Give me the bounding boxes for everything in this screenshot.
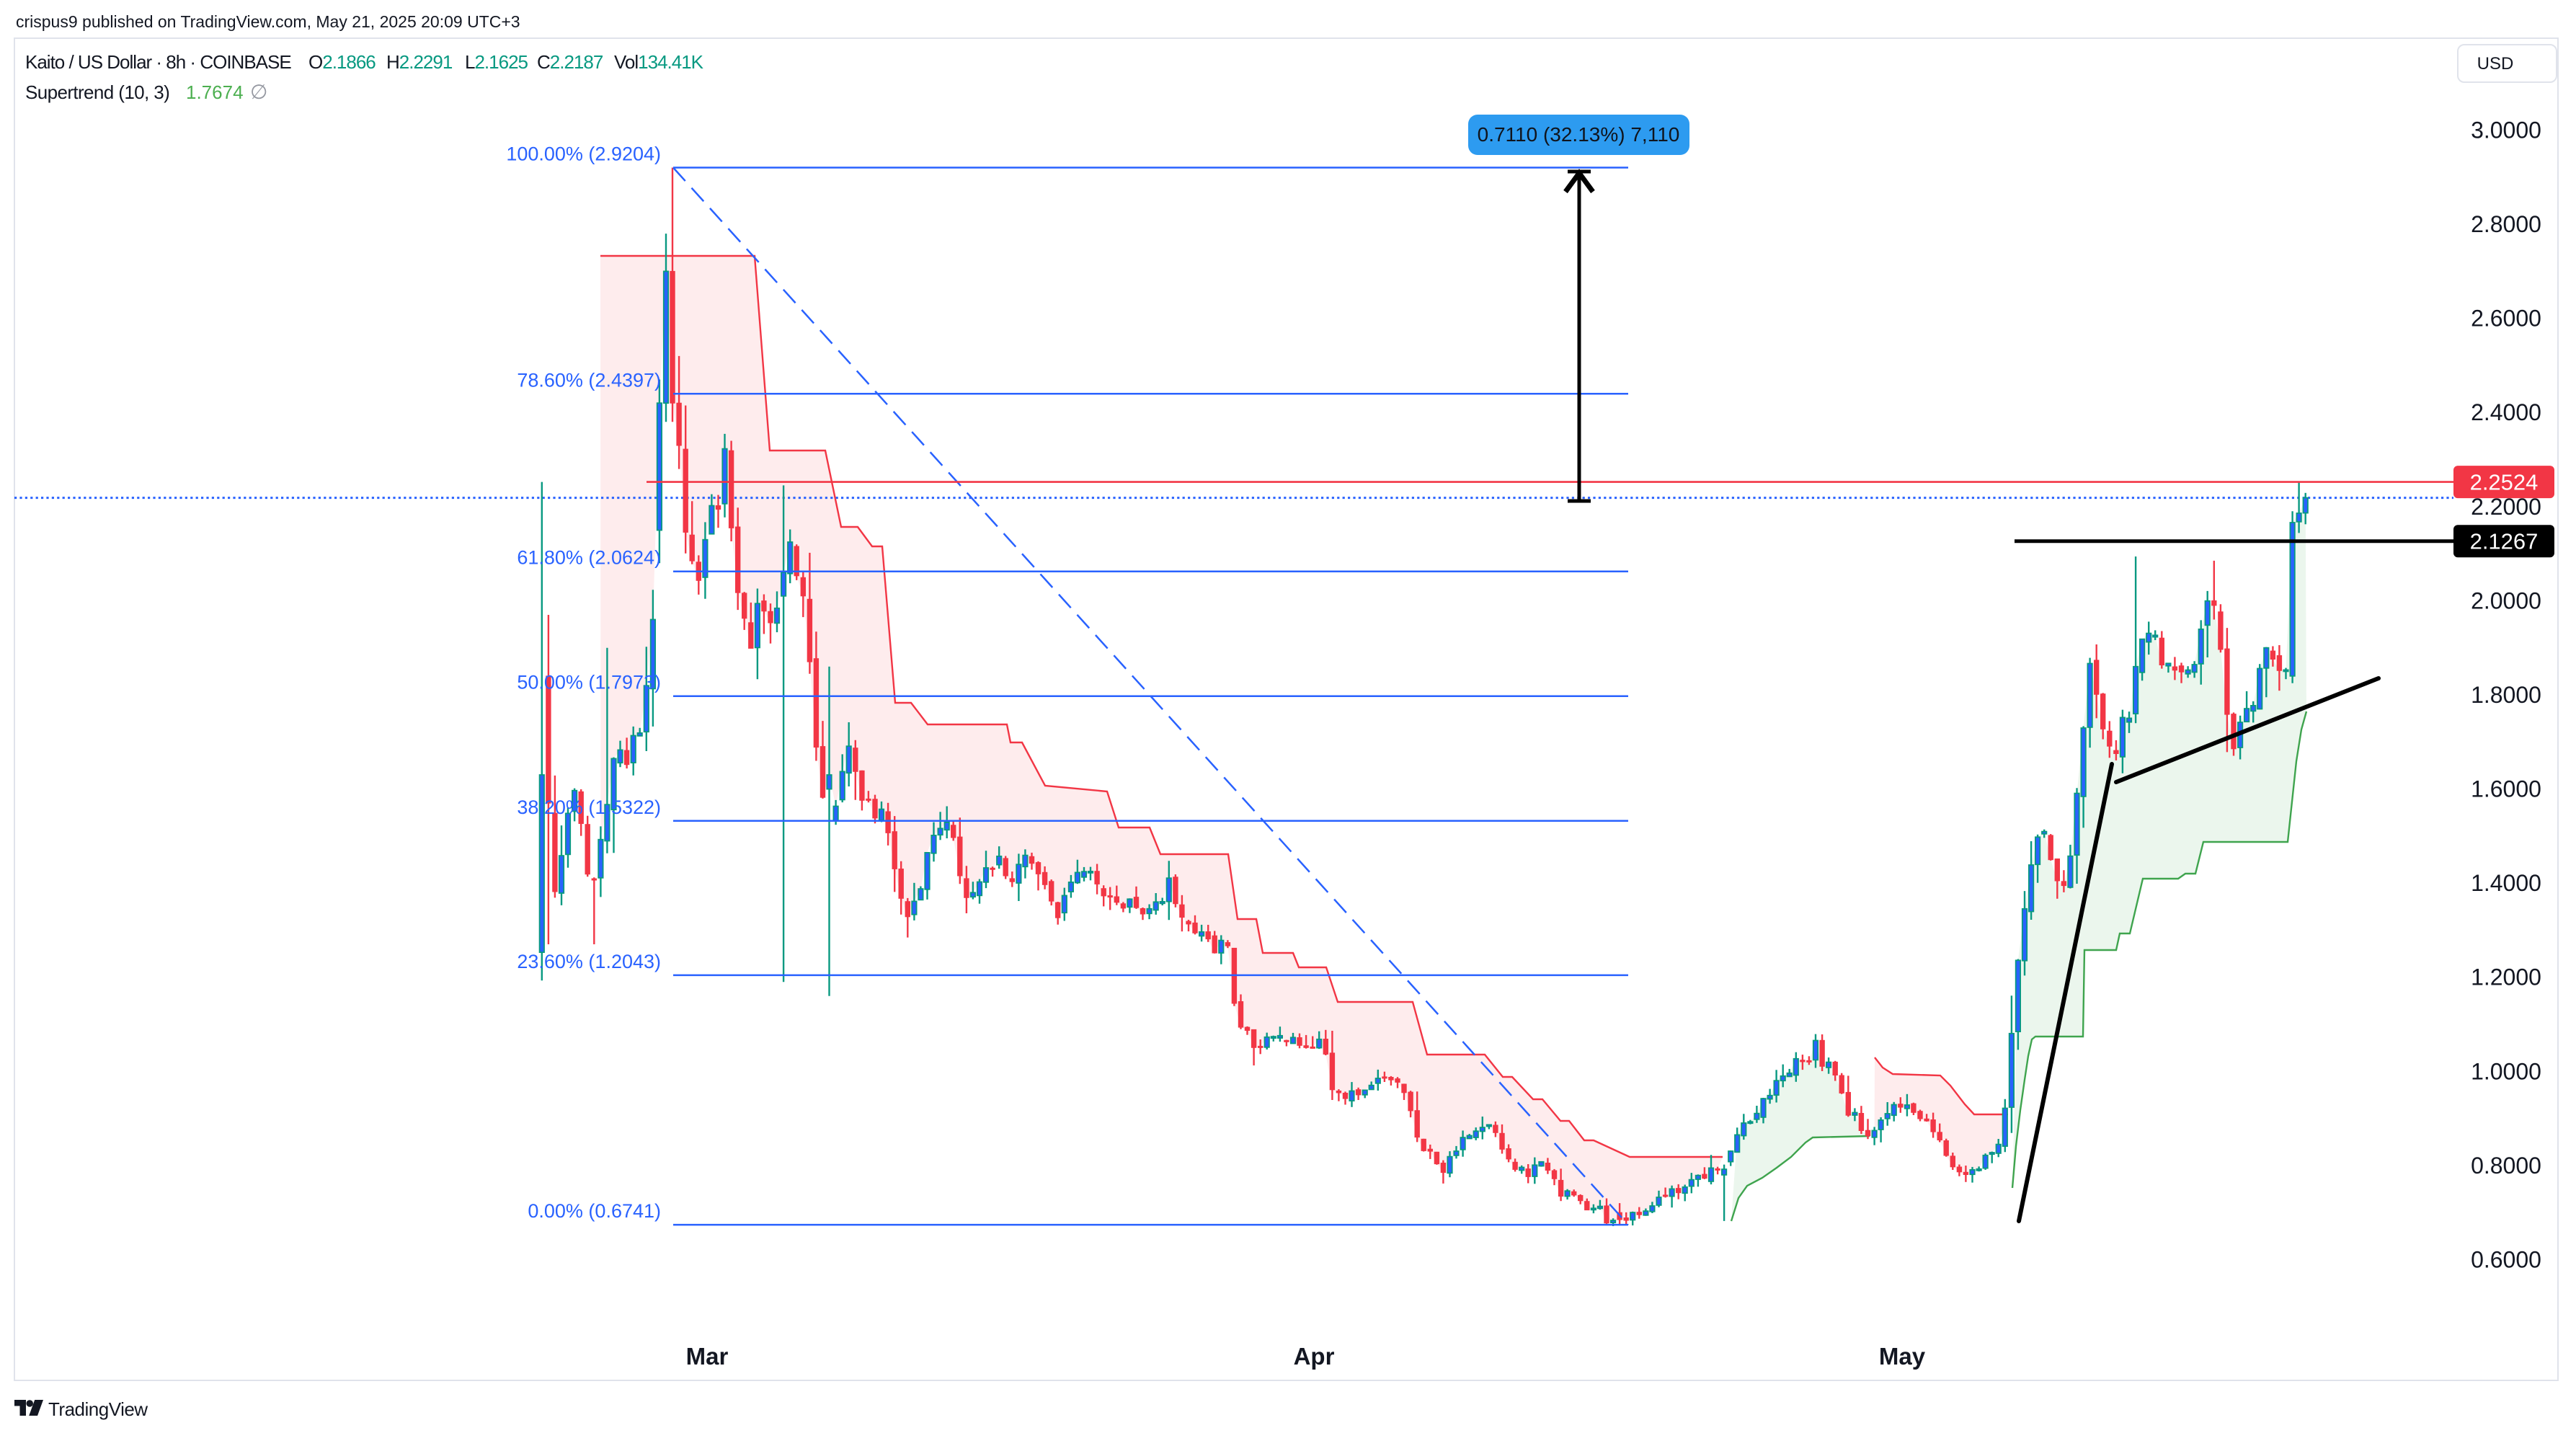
svg-text:0.7110 (32.13%) 7,110: 0.7110 (32.13%) 7,110 [1478, 123, 1680, 146]
svg-text:3.0000: 3.0000 [2471, 117, 2541, 143]
svg-text:61.80% (2.0624): 61.80% (2.0624) [517, 547, 661, 569]
svg-text:0.6000: 0.6000 [2471, 1247, 2541, 1273]
svg-text:2.8000: 2.8000 [2471, 211, 2541, 237]
svg-text:Vol134.41K: Vol134.41K [614, 51, 704, 73]
svg-text:38.20% (1.5322): 38.20% (1.5322) [517, 797, 661, 818]
svg-text:1.4000: 1.4000 [2471, 870, 2541, 896]
svg-text:H2.2291: H2.2291 [386, 51, 453, 73]
svg-text:0.00% (0.6741): 0.00% (0.6741) [528, 1200, 661, 1222]
svg-text:L2.1625: L2.1625 [465, 51, 528, 73]
svg-text:2.1267: 2.1267 [2470, 529, 2539, 554]
svg-text:2.0000: 2.0000 [2471, 587, 2541, 613]
svg-text:1.6000: 1.6000 [2471, 776, 2541, 802]
svg-text:crispus9 published on TradingV: crispus9 published on TradingView.com, M… [16, 12, 520, 31]
svg-text:100.00% (2.9204): 100.00% (2.9204) [506, 143, 661, 165]
svg-text:USD: USD [2477, 54, 2514, 74]
svg-text:Kaito / US Dollar · 8h · COINB: Kaito / US Dollar · 8h · COINBASE [25, 51, 291, 73]
svg-text:1.8000: 1.8000 [2471, 682, 2541, 708]
svg-text:TradingView: TradingView [48, 1398, 148, 1420]
svg-text:Supertrend (10, 3): Supertrend (10, 3) [25, 81, 169, 103]
svg-text:O2.1866: O2.1866 [308, 51, 376, 73]
svg-text:2.6000: 2.6000 [2471, 306, 2541, 332]
svg-text:78.60% (2.4397): 78.60% (2.4397) [517, 369, 661, 391]
svg-text:2.2524: 2.2524 [2470, 470, 2539, 495]
svg-text:0.8000: 0.8000 [2471, 1153, 2541, 1179]
svg-text:C2.2187: C2.2187 [537, 51, 603, 73]
svg-text:1.7674: 1.7674 [186, 81, 244, 103]
svg-text:2.4000: 2.4000 [2471, 399, 2541, 425]
svg-text:50.00% (1.7973): 50.00% (1.7973) [517, 672, 661, 693]
svg-text:Apr: Apr [1294, 1343, 1335, 1370]
svg-text:1.0000: 1.0000 [2471, 1058, 2541, 1084]
svg-text:23.60% (1.2043): 23.60% (1.2043) [517, 951, 661, 972]
svg-text:∅: ∅ [250, 81, 267, 103]
svg-text:May: May [1879, 1343, 1926, 1370]
svg-text:1.2000: 1.2000 [2471, 964, 2541, 990]
svg-text:Mar: Mar [686, 1343, 729, 1370]
